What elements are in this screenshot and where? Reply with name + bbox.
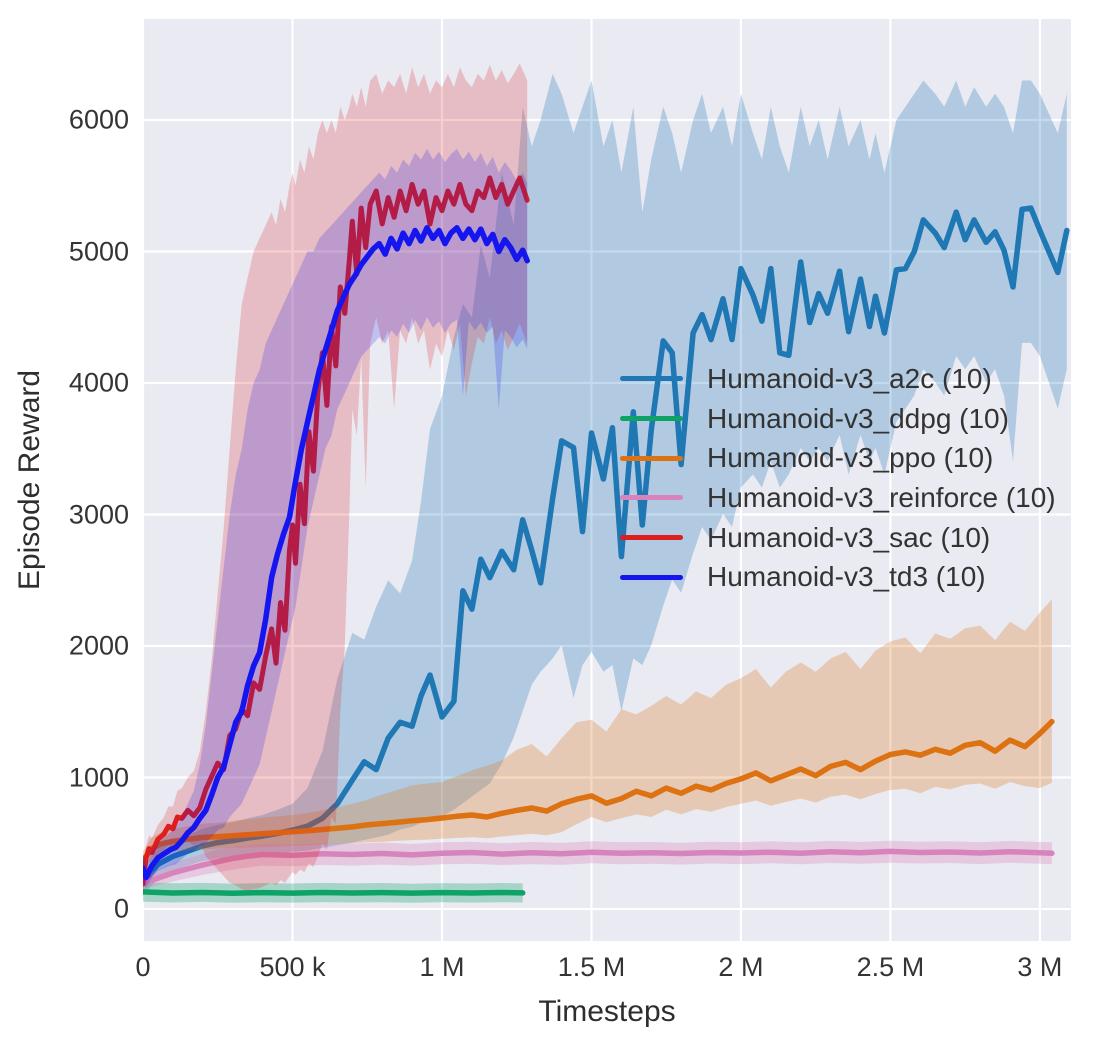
legend-item: Humanoid-v3_ppo (10) <box>620 438 1056 478</box>
x-tick-label: 3 M <box>1017 952 1063 982</box>
y-axis-label: Episode Reward <box>13 369 46 591</box>
legend-label: Humanoid-v3_sac (10) <box>707 521 991 553</box>
series-band <box>143 599 1052 869</box>
legend-swatch <box>620 535 683 541</box>
y-tick-label: 4000 <box>68 367 129 398</box>
x-tick-label: 1 M <box>419 952 465 982</box>
x-tick-label: 500 k <box>259 952 326 982</box>
series-line <box>143 889 526 897</box>
legend-label: Humanoid-v3_ddpg (10) <box>707 402 1009 434</box>
series-line <box>143 848 1055 887</box>
y-tick-label: 0 <box>113 893 129 924</box>
legend-item: Humanoid-v3_ddpg (10) <box>620 399 1056 439</box>
y-tick-label: 1000 <box>68 762 129 793</box>
series-band <box>143 148 528 888</box>
x-tick-label: 2 M <box>718 952 764 982</box>
x-tick-label: 2.5 M <box>856 952 925 982</box>
legend-item: Humanoid-v3_td3 (10) <box>620 557 1056 597</box>
legend-item: Humanoid-v3_sac (10) <box>620 518 1056 558</box>
legend-item: Humanoid-v3_a2c (10) <box>620 359 1056 399</box>
y-tick-label: 6000 <box>68 104 129 135</box>
series-line <box>143 718 1055 864</box>
legend-label: Humanoid-v3_reinforce (10) <box>707 481 1056 513</box>
series-band <box>143 63 528 894</box>
legend-item: Humanoid-v3_reinforce (10) <box>620 478 1056 518</box>
y-tick-label: 2000 <box>68 630 129 661</box>
legend-swatch <box>620 455 683 461</box>
legend-swatch <box>620 574 683 580</box>
x-axis-label: Timesteps <box>538 995 676 1028</box>
legend-label: Humanoid-v3_ppo (10) <box>707 442 994 474</box>
legend-swatch <box>620 495 683 501</box>
y-tick-label: 3000 <box>68 499 129 530</box>
legend-label: Humanoid-v3_td3 (10) <box>707 561 986 593</box>
series-line <box>143 205 1070 886</box>
legend: Humanoid-v3_a2c (10) Humanoid-v3_ddpg (10… <box>620 359 1056 597</box>
x-tick-label: 0 <box>135 952 151 982</box>
series-line <box>143 175 530 887</box>
legend-swatch <box>620 416 683 422</box>
series-line <box>143 225 530 881</box>
y-tick-label: 5000 <box>68 236 129 266</box>
x-tick-label: 1.5 M <box>557 952 626 982</box>
legend-swatch <box>620 376 683 382</box>
legend-label: Humanoid-v3_a2c (10) <box>707 362 992 394</box>
